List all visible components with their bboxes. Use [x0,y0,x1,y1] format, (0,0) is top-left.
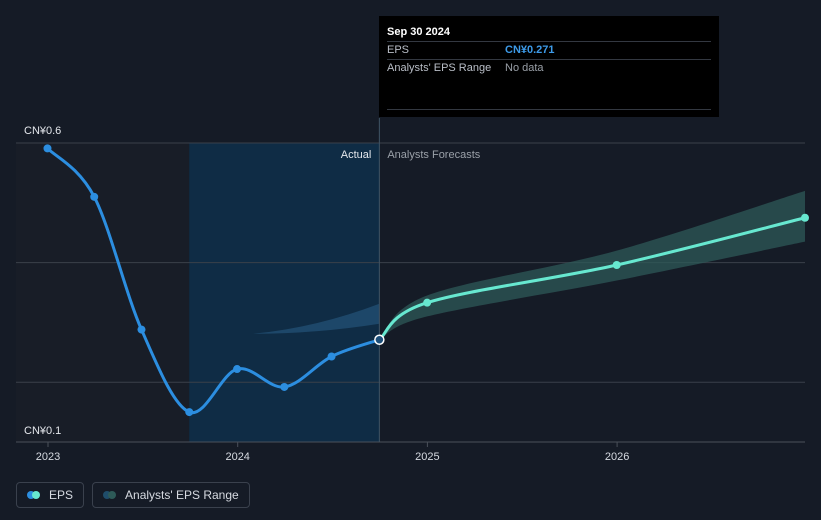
actual-label: Actual [341,149,372,161]
legend-eps-label: EPS [49,488,74,502]
eps-actual-point[interactable] [185,408,194,417]
legend-range[interactable]: Analysts' EPS Range [92,482,250,508]
y-tick-label-top: CN¥0.6 [24,125,61,137]
eps-forecast-point[interactable] [423,298,432,307]
analysts-eps-range-band [379,190,805,340]
tooltip-date: Sep 30 2024 [387,26,450,38]
tooltip-range-row: Analysts' EPS Range No data [387,59,711,77]
x-tick-label: 2025 [415,451,439,463]
tooltip-eps-value: CN¥0.271 [505,44,555,56]
eps-actual-point[interactable] [137,325,146,334]
tooltip-eps-row: EPS CN¥0.271 [387,41,711,59]
eps-forecast-point[interactable] [612,260,621,269]
tooltip-eps-label: EPS [387,44,410,56]
legend: EPS Analysts' EPS Range [16,482,250,510]
eps-points [43,144,809,417]
y-tick-label-bottom: CN¥0.1 [24,425,61,437]
eps-actual-point[interactable] [280,382,289,391]
x-tick-label: 2026 [605,451,629,463]
tooltip: Sep 30 2024 EPS CN¥0.271 Analysts' EPS R… [379,16,719,117]
tooltip-range-label: Analysts' EPS Range [387,62,492,74]
x-axis-ticks: 2023 2024 2025 2026 [36,442,629,463]
eps-forecast-line [377,216,807,342]
eps-actual-point[interactable] [90,192,99,201]
eps-actual-point[interactable] [327,352,336,361]
eps-forecast-point[interactable] [801,213,809,222]
x-tick-label: 2023 [36,451,60,463]
highlight-region [189,143,380,442]
analysts-eps-range-ghost [253,303,380,334]
legend-range-label: Analysts' EPS Range [125,488,239,502]
forecast-label: Analysts Forecasts [387,149,480,161]
x-tick-label: 2024 [225,451,249,463]
eps-actual-point[interactable] [233,365,242,374]
legend-eps[interactable]: EPS [16,482,85,508]
eps-actual-line [45,146,381,415]
eps-actual-point[interactable] [43,144,52,153]
eps-selected-point[interactable] [374,334,385,345]
tooltip-range-value: No data [505,62,544,74]
eps-swatch-icon [27,491,41,499]
eps-chart: 2023 2024 2025 2026 CN¥0.6 CN¥0.1 Actual An… [16,118,809,463]
tooltip-divider [387,109,711,110]
range-swatch-icon [103,491,117,499]
